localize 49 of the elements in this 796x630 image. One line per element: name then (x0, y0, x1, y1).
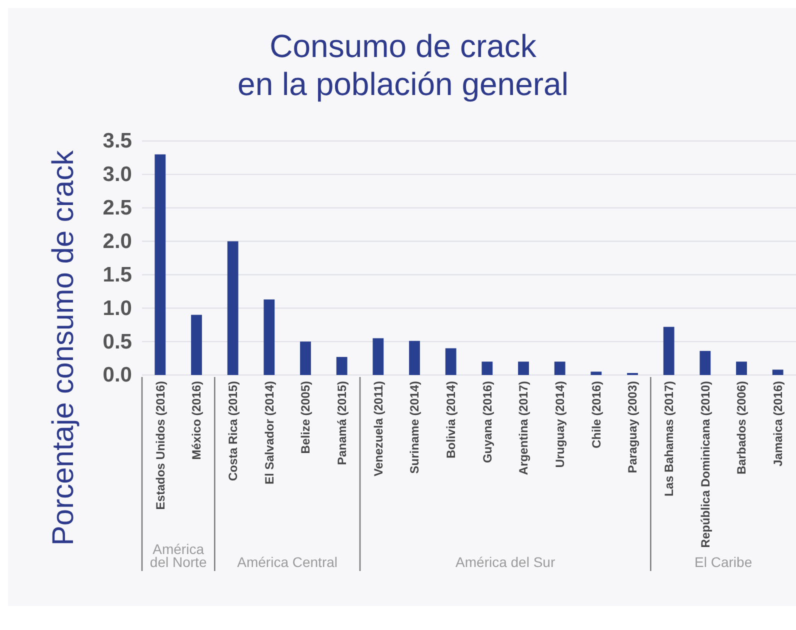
x-tick-label: Bolivia (2014) (444, 381, 458, 458)
x-tick-label: El Salvador (2014) (262, 381, 276, 484)
x-tick-label: Venezuela (2011) (371, 380, 386, 476)
bar (482, 362, 493, 375)
x-tick-label: Uruguay (2014) (553, 381, 568, 468)
bar (300, 342, 311, 375)
bar (264, 299, 275, 375)
x-tick-label: Belize (2005) (298, 380, 313, 454)
x-tick-label: Paraguay (2003) (626, 381, 640, 474)
y-tick-label: 3.5 (102, 130, 132, 153)
text: América del Sur (456, 554, 556, 570)
bar (700, 350, 711, 375)
x-tick-label: Estados Unidos (2016) (153, 381, 168, 510)
bar (554, 362, 566, 375)
x-tick-label: Las Bahamas (2017) (662, 381, 676, 496)
x-tick-label: República Dominicana (2010) (698, 381, 712, 548)
x-tick-label: Panamá (2015) (335, 380, 350, 466)
y-tick-label: 1.5 (102, 263, 132, 286)
bar (590, 372, 602, 375)
y-tick-label: 2.5 (102, 196, 132, 220)
bar (445, 348, 456, 375)
y-tick-label: 0.0 (102, 364, 132, 387)
y-axis-title: Porcentaje consumo de crack (47, 149, 80, 546)
bar (372, 338, 384, 375)
y-tick-label: 3.0 (102, 163, 132, 186)
bar (154, 154, 166, 375)
bar (772, 370, 784, 375)
bar (663, 326, 674, 375)
bar (409, 340, 420, 375)
bar (518, 362, 529, 375)
text: América del Norte (150, 541, 207, 570)
chart-title: Consumo de crack en la población general (238, 28, 568, 102)
x-tick-label: Guyana (2016) (480, 381, 494, 464)
text: El Caribe (694, 554, 752, 570)
bar (227, 241, 238, 375)
x-tick-label: Barbados (2006) (734, 381, 749, 474)
y-tick-label: 1.0 (102, 296, 132, 320)
x-tick-label: Suriname (2014) (408, 381, 422, 474)
bar (736, 362, 747, 375)
x-tick-label: Argentina (2017) (516, 381, 531, 476)
bar (191, 314, 202, 375)
x-tick-label: Costa Rica (2015) (226, 381, 240, 482)
x-tick-label: Chile (2016) (589, 380, 604, 448)
x-tick-label: México (2016) (190, 380, 204, 460)
y-tick-label: 2.0 (102, 230, 132, 254)
y-tick-label: 0.5 (102, 330, 132, 354)
x-tick-label: Jamaica (2016) (771, 381, 786, 466)
text: América Central (237, 554, 338, 570)
bar (336, 356, 348, 375)
